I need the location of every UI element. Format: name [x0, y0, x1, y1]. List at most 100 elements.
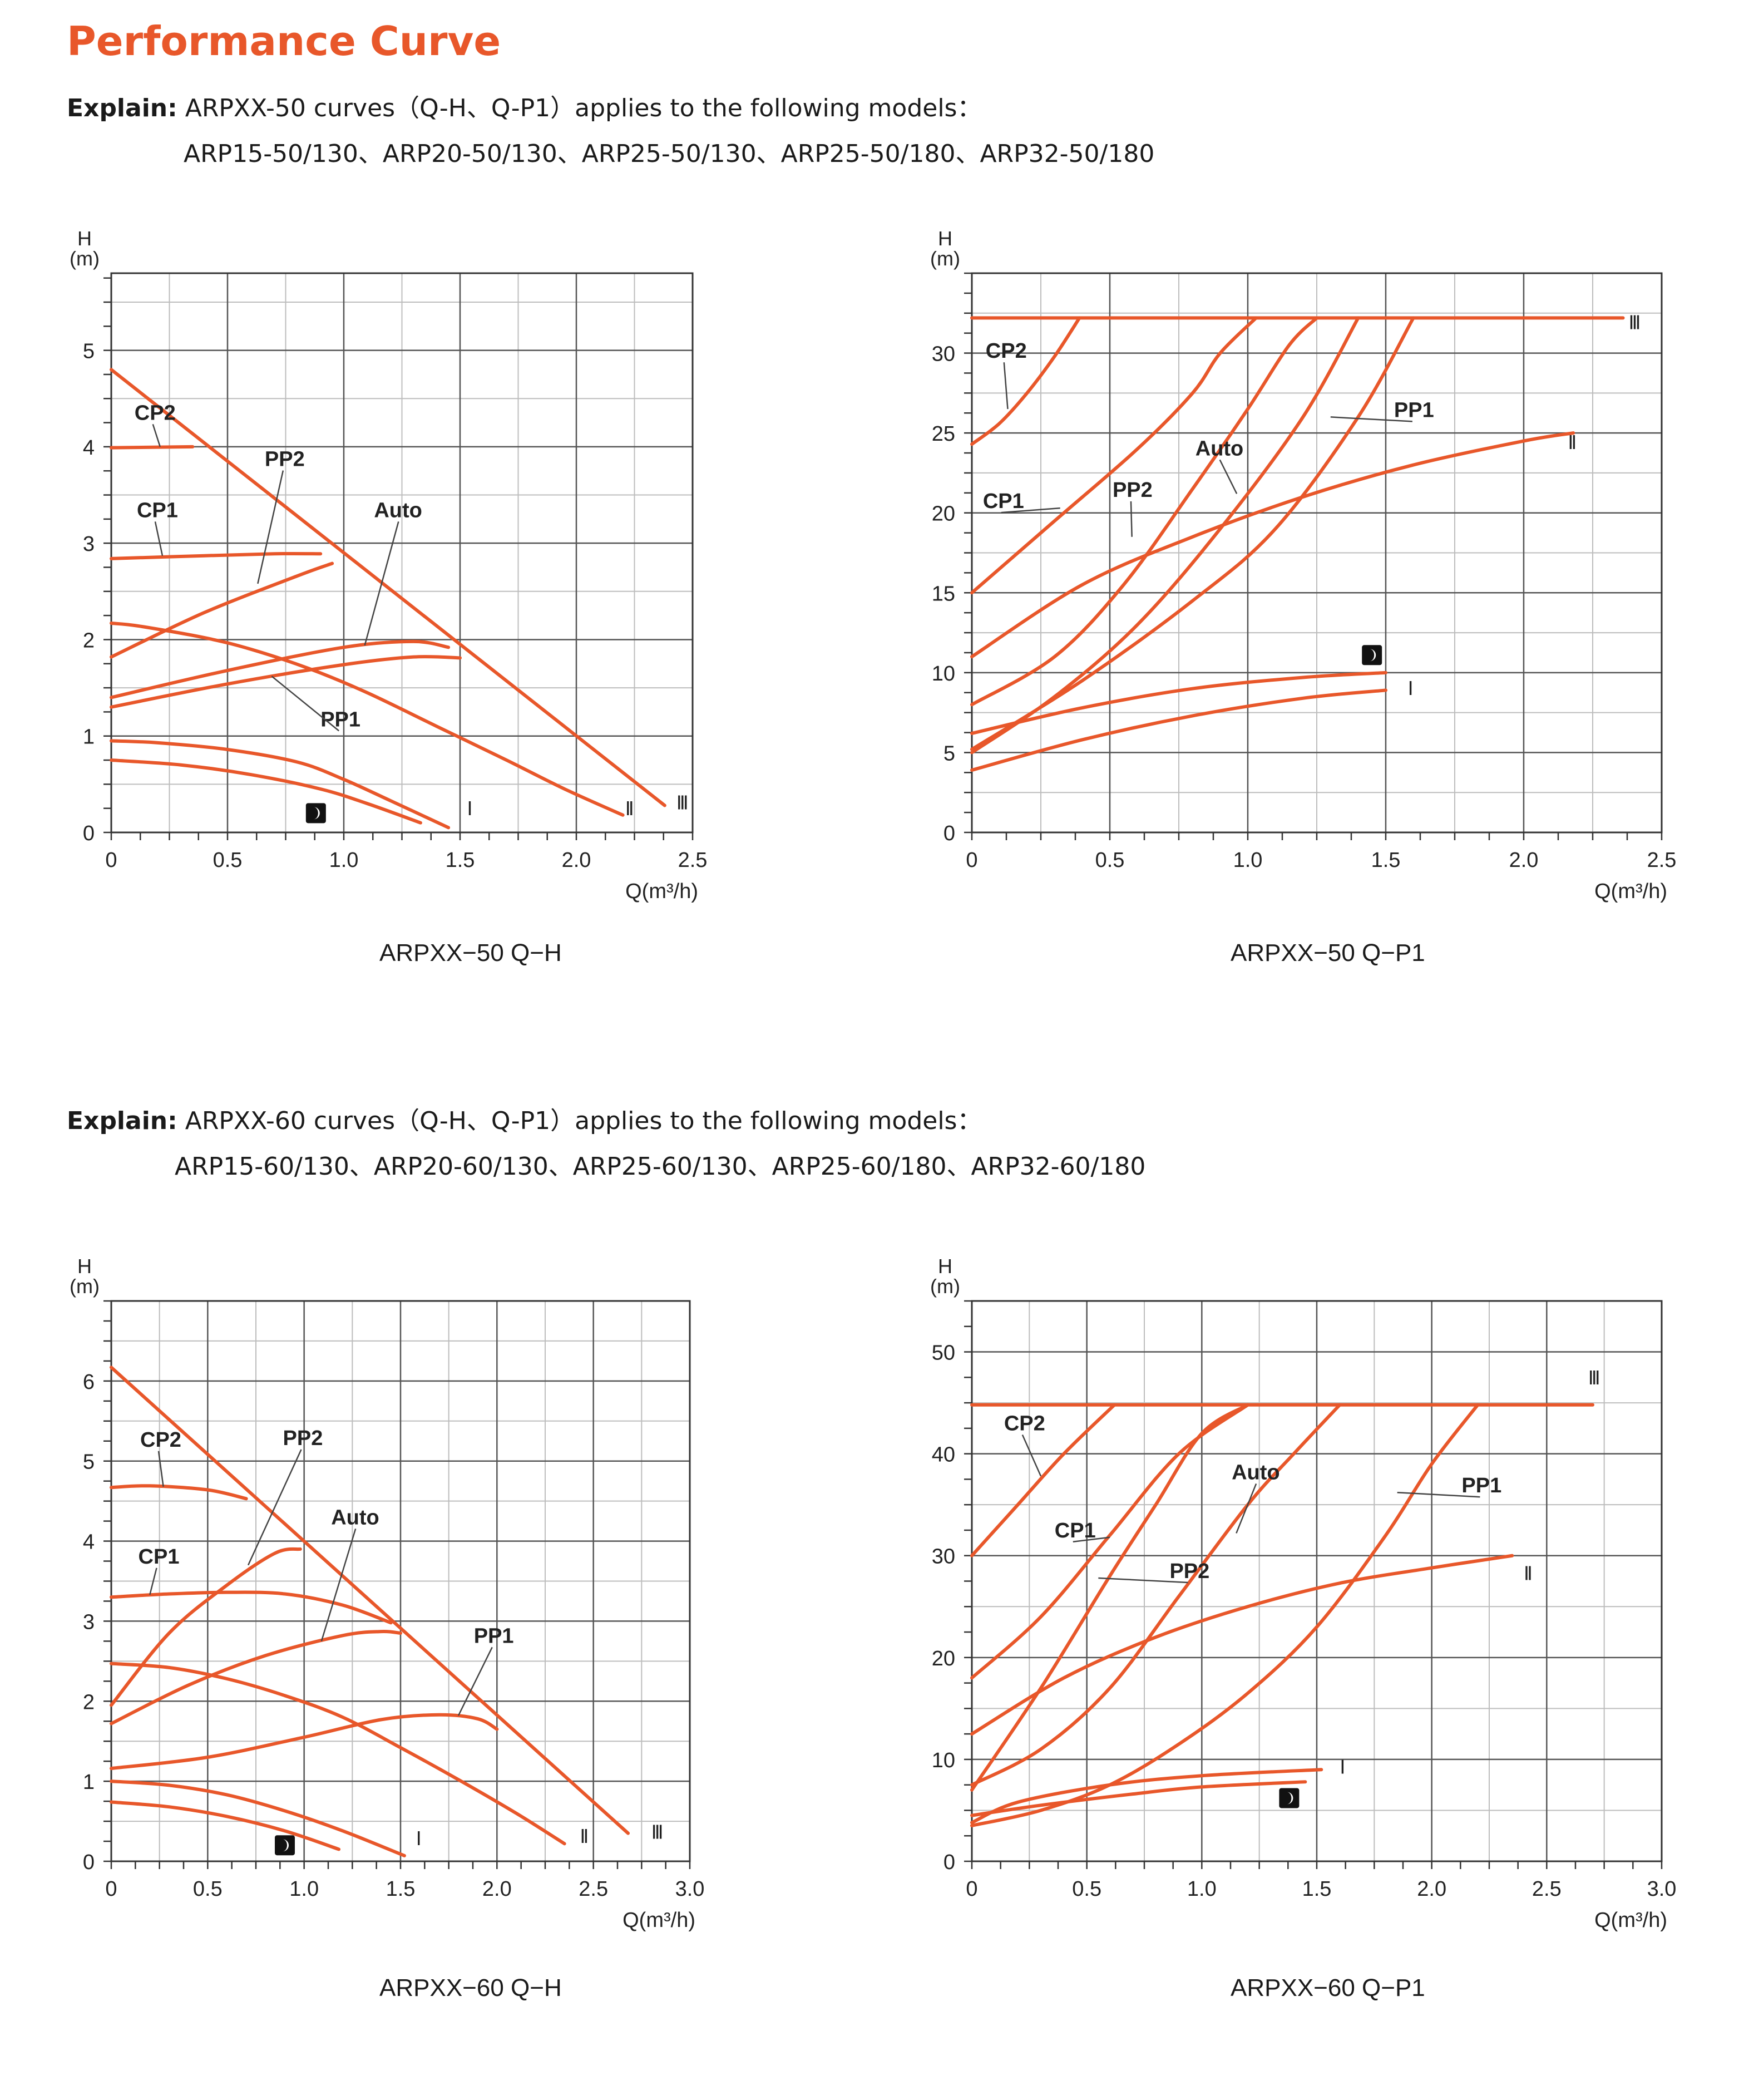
series-line: [970, 671, 1387, 735]
leader-line: [157, 1451, 164, 1487]
x-axis-label: Q(m³/h): [623, 1909, 695, 1932]
series-line: [970, 316, 1360, 755]
y-tick-label: 5: [83, 1451, 95, 1474]
curve-label: CP2: [140, 1428, 181, 1452]
y-tick-label: 10: [932, 662, 955, 686]
y-axis-unit: (m): [70, 247, 100, 270]
y-tick-label: 0: [943, 822, 955, 845]
y-tick-label: 2: [83, 1690, 95, 1714]
series-line: [970, 316, 1415, 751]
y-tick-label: 6: [83, 1371, 95, 1394]
curve-label: III: [651, 1821, 662, 1843]
x-tick-label: 1.0: [1187, 1877, 1217, 1901]
series-line: [110, 1662, 566, 1846]
y-tick-label: 5: [943, 742, 955, 765]
y-tick-label: 3: [83, 1610, 95, 1634]
explain-line-50: Explain: ARPXX-50 curves（Q-H、Q-P1）applie…: [67, 88, 981, 124]
x-tick-label: 1.5: [446, 849, 475, 872]
x-tick-label: 1.0: [289, 1877, 319, 1901]
y-tick-label: 10: [932, 1749, 955, 1772]
x-tick-label: 1.5: [1302, 1877, 1332, 1901]
y-tick-label: 40: [932, 1443, 955, 1467]
curve-label: CP1: [1055, 1519, 1096, 1542]
series-line: [970, 1403, 1249, 1680]
curve-label: II: [1568, 431, 1575, 453]
curve-label: Auto: [331, 1506, 379, 1529]
series-line: [970, 1403, 1249, 1792]
curve-label: I: [1340, 1756, 1343, 1778]
night-mode-icon: [275, 1835, 295, 1856]
y-tick-label: 3: [83, 533, 95, 556]
series-line: [110, 561, 334, 659]
x-tick-label: 1.0: [1233, 849, 1263, 872]
y-tick-label: 0: [83, 822, 95, 845]
x-tick-label: 0: [105, 849, 117, 872]
series-line: [110, 639, 451, 699]
series-line: [110, 739, 451, 830]
explain-label: Explain:: [67, 1107, 177, 1135]
series-line: [110, 1590, 393, 1625]
night-mode-icon: [1279, 1788, 1300, 1808]
leader-line: [271, 676, 339, 732]
explain-label: Explain:: [67, 94, 177, 122]
y-tick-label: 50: [932, 1342, 955, 1365]
models-list-60: ARP15-60/130、ARP20-60/130、ARP25-60/130、A…: [175, 1152, 1146, 1181]
curve-label: CP1: [139, 1545, 180, 1569]
chart-arpxx60-qp1: 0 0.5 1.0 1.5 2.0 2.5 3.0 0 10 20 30 40 50 H(m) Q(m³/h…: [930, 1255, 1676, 1932]
series-line: [970, 688, 1387, 772]
x-tick-label: 2.0: [1417, 1877, 1446, 1901]
series-line: [970, 1403, 1116, 1557]
explain-text: ARPXX-50 curves（Q-H、Q-P1）applies to the …: [185, 94, 982, 122]
x-tick-label: 0: [966, 1877, 977, 1901]
series-line: [110, 621, 625, 817]
x-tick-label: 3.0: [675, 1877, 705, 1901]
series-line: [970, 1780, 1307, 1817]
chart-caption: ARPXX−60 Q−P1: [1231, 1974, 1425, 2002]
leader-line: [1021, 1434, 1042, 1477]
leader-line: [1330, 416, 1412, 422]
series-line: [110, 758, 422, 825]
x-tick-label: 2.5: [579, 1877, 608, 1901]
leader-line: [1098, 1577, 1188, 1584]
y-tick-label: 4: [83, 436, 95, 460]
series-line: [970, 316, 1318, 707]
x-tick-label: 2.5: [1647, 849, 1677, 872]
series-line: [110, 655, 462, 709]
leader-line: [1219, 459, 1238, 494]
models-list-50: ARP15-50/130、ARP20-50/130、ARP25-50/130、A…: [184, 140, 1155, 168]
chart-arpxx60-qh: 0 0.5 1.0 1.5 2.0 2.5 3.0 0 1 2 3 4 5 6 H(m) Q(m³/h) CP2…: [70, 1255, 705, 1932]
series-line: [970, 431, 1575, 659]
series-line: [970, 1768, 1323, 1825]
series-line: [110, 1779, 406, 1857]
curve-label: CP1: [983, 490, 1024, 513]
curve-label: CP2: [986, 339, 1027, 363]
chart-caption: ARPXX−50 Q−H: [379, 939, 562, 967]
leader-line: [457, 1647, 493, 1716]
chart-caption: ARPXX−50 Q−P1: [1231, 939, 1425, 967]
night-mode-icon: [305, 803, 326, 824]
x-tick-label: 1.5: [386, 1877, 416, 1901]
curve-label: PP2: [1113, 479, 1153, 502]
series-line: [110, 1630, 402, 1726]
series-line: [110, 1713, 499, 1771]
x-tick-label: 0: [105, 1877, 117, 1901]
curve-label: CP2: [1004, 1412, 1045, 1436]
series-line: [970, 1403, 1342, 1787]
chart-arpxx50-qh: 0 0.5 1.0 1.5 2.0 2.5 0 1 2 3 4 5 H(m) Q(m³/h) CP2 CP1 P…: [70, 227, 707, 903]
leader-line: [1236, 1483, 1257, 1534]
leader-line: [1001, 507, 1060, 514]
y-tick-label: 15: [932, 582, 955, 605]
curve-label: PP2: [265, 448, 305, 471]
curve-label: PP1: [320, 708, 360, 731]
x-tick-label: 1.0: [329, 849, 359, 872]
x-axis-label: Q(m³/h): [1594, 1909, 1667, 1932]
series-line: [110, 1547, 302, 1707]
y-tick-label: 1: [83, 726, 95, 749]
y-axis-label: H: [77, 227, 92, 250]
y-axis-label: H: [938, 227, 952, 250]
leader-line: [1397, 1491, 1480, 1498]
y-tick-label: 1: [83, 1771, 95, 1794]
y-tick-label: 0: [943, 1851, 955, 1874]
curve-label: PP2: [1169, 1560, 1209, 1583]
curve-label: CP2: [135, 401, 176, 425]
